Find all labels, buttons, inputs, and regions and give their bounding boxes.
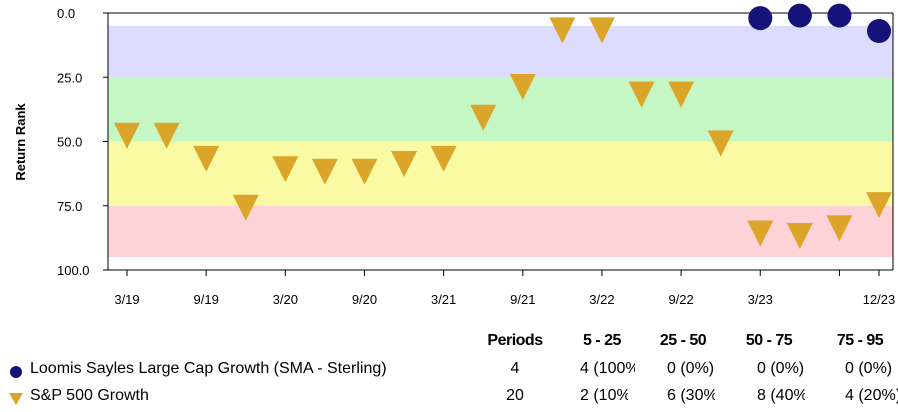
triangle-point — [351, 158, 378, 185]
periods-value: 4 — [510, 360, 520, 377]
x-tick-label: 3/20 — [273, 292, 298, 307]
x-tick-label: 3/21 — [431, 292, 456, 307]
triangle-point — [509, 73, 536, 100]
rank-stats-table: Periods 5 - 25 25 - 50 50 - 75 75 - 95 L… — [0, 332, 898, 412]
y-axis-label: Return Rank — [13, 103, 28, 181]
header-5-25: 5 - 25 — [583, 332, 621, 349]
y-tick-label: 50.0 — [57, 135, 82, 150]
x-tick-label: 3/23 — [748, 292, 773, 307]
triangle-point — [747, 220, 774, 247]
triangle-point — [628, 81, 655, 108]
header-25-50: 25 - 50 — [659, 332, 707, 349]
count-5-25: 4 (100%) — [580, 360, 635, 377]
series-name: S&P 500 Growth — [30, 387, 149, 404]
x-tick-label: 3/19 — [114, 292, 139, 307]
header-50-75: 50 - 75 — [745, 332, 793, 349]
x-axis-ticks: 3/19 9/19 3/20 9/20 3/21 9/21 3/22 9/22 3/23 12/2… — [114, 270, 895, 307]
y-tick-label: 25.0 — [57, 70, 82, 85]
triangle-point — [866, 192, 892, 219]
triangle-point — [786, 223, 813, 250]
triangle-point — [668, 81, 695, 108]
triangle-point — [470, 104, 497, 131]
y-tick-label: 75.0 — [57, 199, 82, 214]
stats-header-row: Periods 5 - 25 25 - 50 50 - 75 75 - 95 — [0, 332, 898, 356]
circle-legend-icon — [10, 366, 22, 378]
stats-row: Loomis Sayles Large Cap Growth (SMA - St… — [0, 360, 898, 384]
triangle-point — [707, 130, 734, 157]
x-tick-label: 9/20 — [352, 292, 377, 307]
triangle-point — [232, 194, 259, 221]
count-25-50: 6 (30%) — [667, 387, 715, 404]
periods-value: 20 — [506, 387, 524, 404]
triangle-point — [826, 215, 853, 242]
triangle-point — [114, 122, 140, 149]
quartile-bands — [108, 25, 893, 258]
y-axis-ticks: 0.0 25.0 50.0 75.0 100.0 — [57, 6, 108, 278]
triangle-point — [311, 158, 338, 185]
triangle-legend-icon — [9, 393, 23, 405]
triangle-point — [153, 122, 180, 149]
triangle-point — [588, 17, 615, 44]
triangle-point — [391, 151, 418, 178]
x-tick-label: 9/22 — [668, 292, 693, 307]
triangle-point — [549, 17, 576, 44]
count-5-25: 2 (10%) — [580, 387, 628, 404]
y-tick-label: 0.0 — [57, 6, 75, 21]
y-tick-label: 100.0 — [57, 263, 90, 278]
quartile-band — [108, 205, 893, 258]
data-marks — [114, 3, 892, 250]
count-50-75: 8 (40%) — [757, 387, 805, 404]
x-tick-label: 9/19 — [194, 292, 219, 307]
triangle-point — [272, 156, 299, 183]
circle-point — [787, 3, 812, 28]
circle-point — [748, 6, 773, 31]
count-25-50: 0 (0%) — [667, 360, 715, 377]
quartile-band — [108, 25, 893, 78]
triangle-point — [193, 145, 220, 172]
quartile-band — [108, 141, 893, 206]
x-tick-label: 3/22 — [589, 292, 614, 307]
circle-point — [827, 3, 852, 28]
count-75-95: 4 (20%) — [845, 387, 898, 404]
count-50-75: 0 (0%) — [757, 360, 805, 377]
x-tick-label: 12/23 — [863, 292, 896, 307]
quartile-band — [108, 77, 893, 142]
stats-row: S&P 500 Growth 20 2 (10%) 6 (30%) 8 (40%… — [0, 387, 898, 411]
header-periods: Periods — [487, 332, 543, 349]
series-name: Loomis Sayles Large Cap Growth (SMA - St… — [30, 360, 387, 377]
x-tick-label: 9/21 — [510, 292, 535, 307]
triangle-point — [430, 145, 457, 172]
header-75-95: 75 - 95 — [836, 332, 884, 349]
count-75-95: 0 (0%) — [845, 360, 893, 377]
circle-point — [867, 18, 891, 43]
return-rank-chart: 0.0 25.0 50.0 75.0 100.0 3/19 9/19 3/20 9/20 3/2… — [13, 3, 895, 307]
